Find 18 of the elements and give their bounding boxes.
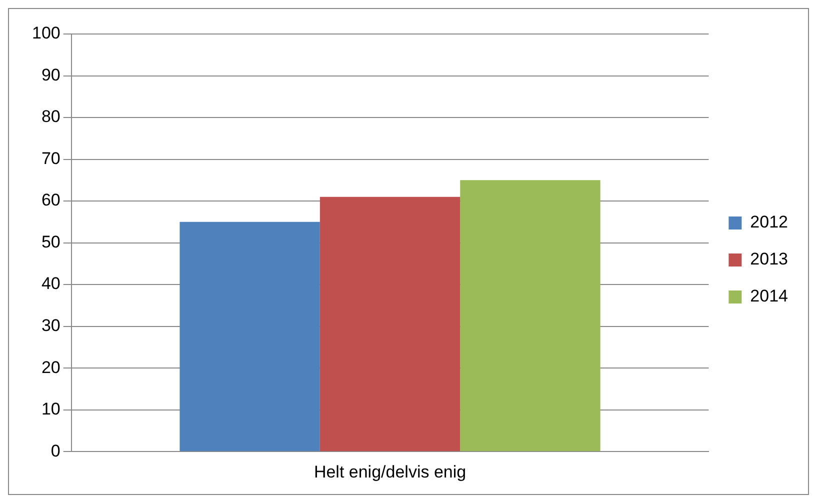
y-tick-label: 60 [41,190,60,210]
bar [180,222,320,452]
bar [460,180,600,452]
bar [320,196,460,452]
y-tick-label: 80 [41,107,60,126]
y-tick-label: 40 [41,274,60,294]
legend-label: 2013 [750,250,788,269]
legend-label: 2014 [750,286,788,306]
legend-label: 2012 [750,212,788,232]
y-tick-label: 30 [41,316,60,336]
y-tick-label: 100 [32,24,60,43]
y-tick-label: 0 [50,441,60,460]
y-tick-label: 10 [41,400,60,419]
y-tick-label: 70 [41,148,60,168]
x-tick-label: Helt enig/delvis enig [314,462,466,482]
y-tick-label: 90 [41,65,60,84]
y-tick-label: 50 [41,232,60,252]
y-tick-label: 20 [41,358,60,377]
